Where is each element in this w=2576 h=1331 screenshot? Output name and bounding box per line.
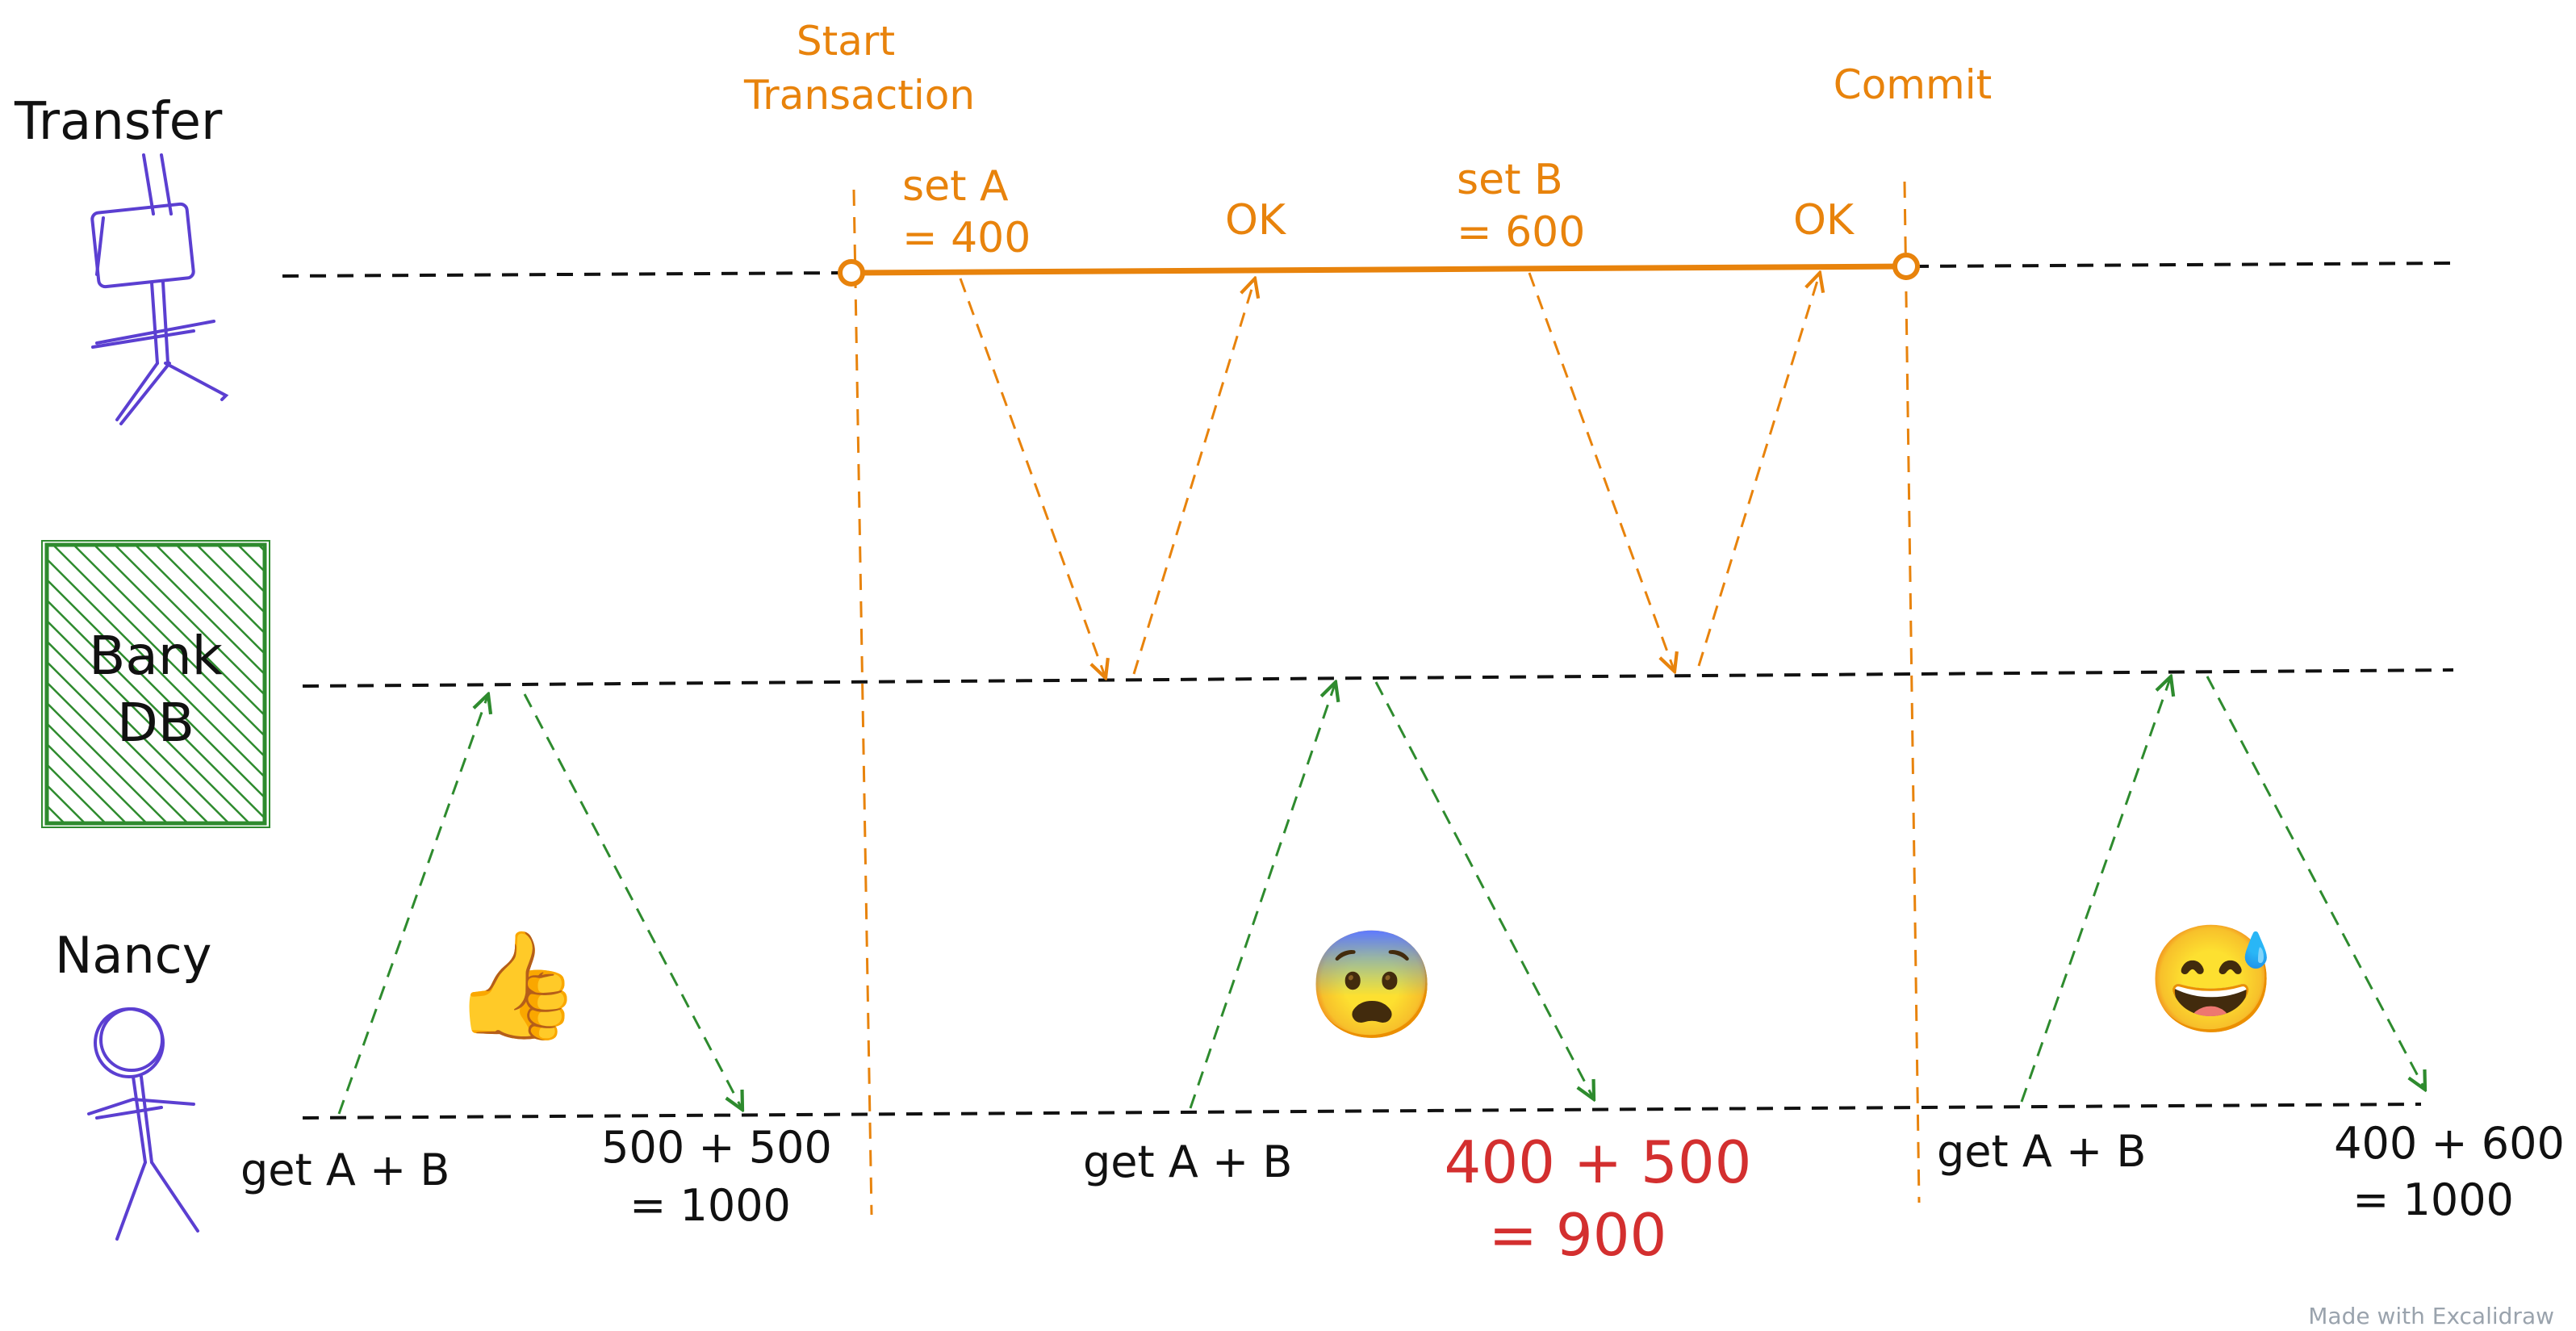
fearful-face-icon: 😨 [1307,928,1437,1044]
ok-a-arrow [1132,278,1255,675]
read-1-result-line2: = 1000 [629,1180,791,1231]
excalidraw-watermark: Made with Excalidraw [2308,1303,2554,1329]
operation-arrows [959,272,1820,678]
set-b-label-line1: set B [1457,156,1563,204]
set-a-label-line2: = 400 [902,214,1031,262]
set-b-label-line2: = 600 [1457,208,1585,257]
commit-line [1903,181,1921,1203]
ok-b-label: OK [1793,196,1855,245]
bank-db-lifeline [302,668,2454,688]
transaction-commit-dot [1892,253,1920,280]
nancy-label: Nancy [55,926,211,985]
set-b-arrow [1528,272,1675,672]
start-transaction-label-line1: Start [797,18,895,65]
read-3-request-label: get A + B [1937,1126,2146,1177]
start-transaction-line [852,189,873,1216]
transfer-lifeline-left [282,271,848,278]
read-3-request-arrow [2020,676,2171,1103]
read-2-result-line2: = 900 [1489,1201,1667,1269]
transaction-boundaries [852,181,1921,1216]
nancy-actor: Nancy [55,926,211,1241]
transfer-stick-figure-icon [90,153,229,425]
ok-a-label: OK [1225,196,1287,245]
thumbs-up-icon: 👍 [451,926,582,1044]
read-1-request-arrow [337,694,488,1115]
transfer-lifeline-right [1912,262,2454,268]
set-a-arrow [959,278,1106,678]
read-2-response-arrow [1374,681,1594,1099]
read-1-request-label: get A + B [240,1145,450,1195]
nancy-stick-figure-icon [87,1007,199,1241]
read-3-result-line2: = 1000 [2352,1174,2514,1225]
nancy-lifeline [302,1103,2422,1120]
bank-db-label-line1: Bank [89,625,224,687]
sweat-smile-icon: 😅 [2146,923,2277,1039]
bank-db-label-line2: DB [117,692,194,754]
read-3-result-line1: 400 + 600 [2334,1118,2565,1169]
bank-db-actor: Bank DB [41,540,270,828]
read-2-result-line1: 400 + 500 [1445,1128,1752,1196]
transfer-label: Transfer [14,92,223,152]
transaction-start-dot [838,259,865,287]
read-arrows [337,676,2425,1115]
read-1-response-arrow [523,693,742,1110]
read-3-response-arrow [2206,676,2425,1090]
transfer-actor: Transfer [14,92,229,425]
set-a-label-line1: set A [902,162,1009,211]
read-1-result-line1: 500 + 500 [601,1122,832,1173]
start-transaction-label-line2: Transaction [743,72,975,119]
database-box-icon [44,542,267,826]
commit-label: Commit [1834,61,1992,108]
transaction-bar [838,253,1920,287]
read-2-request-label: get A + B [1083,1136,1292,1187]
ok-b-arrow [1697,273,1820,667]
read-2-request-arrow [1189,682,1336,1109]
lifelines [282,262,2454,1120]
